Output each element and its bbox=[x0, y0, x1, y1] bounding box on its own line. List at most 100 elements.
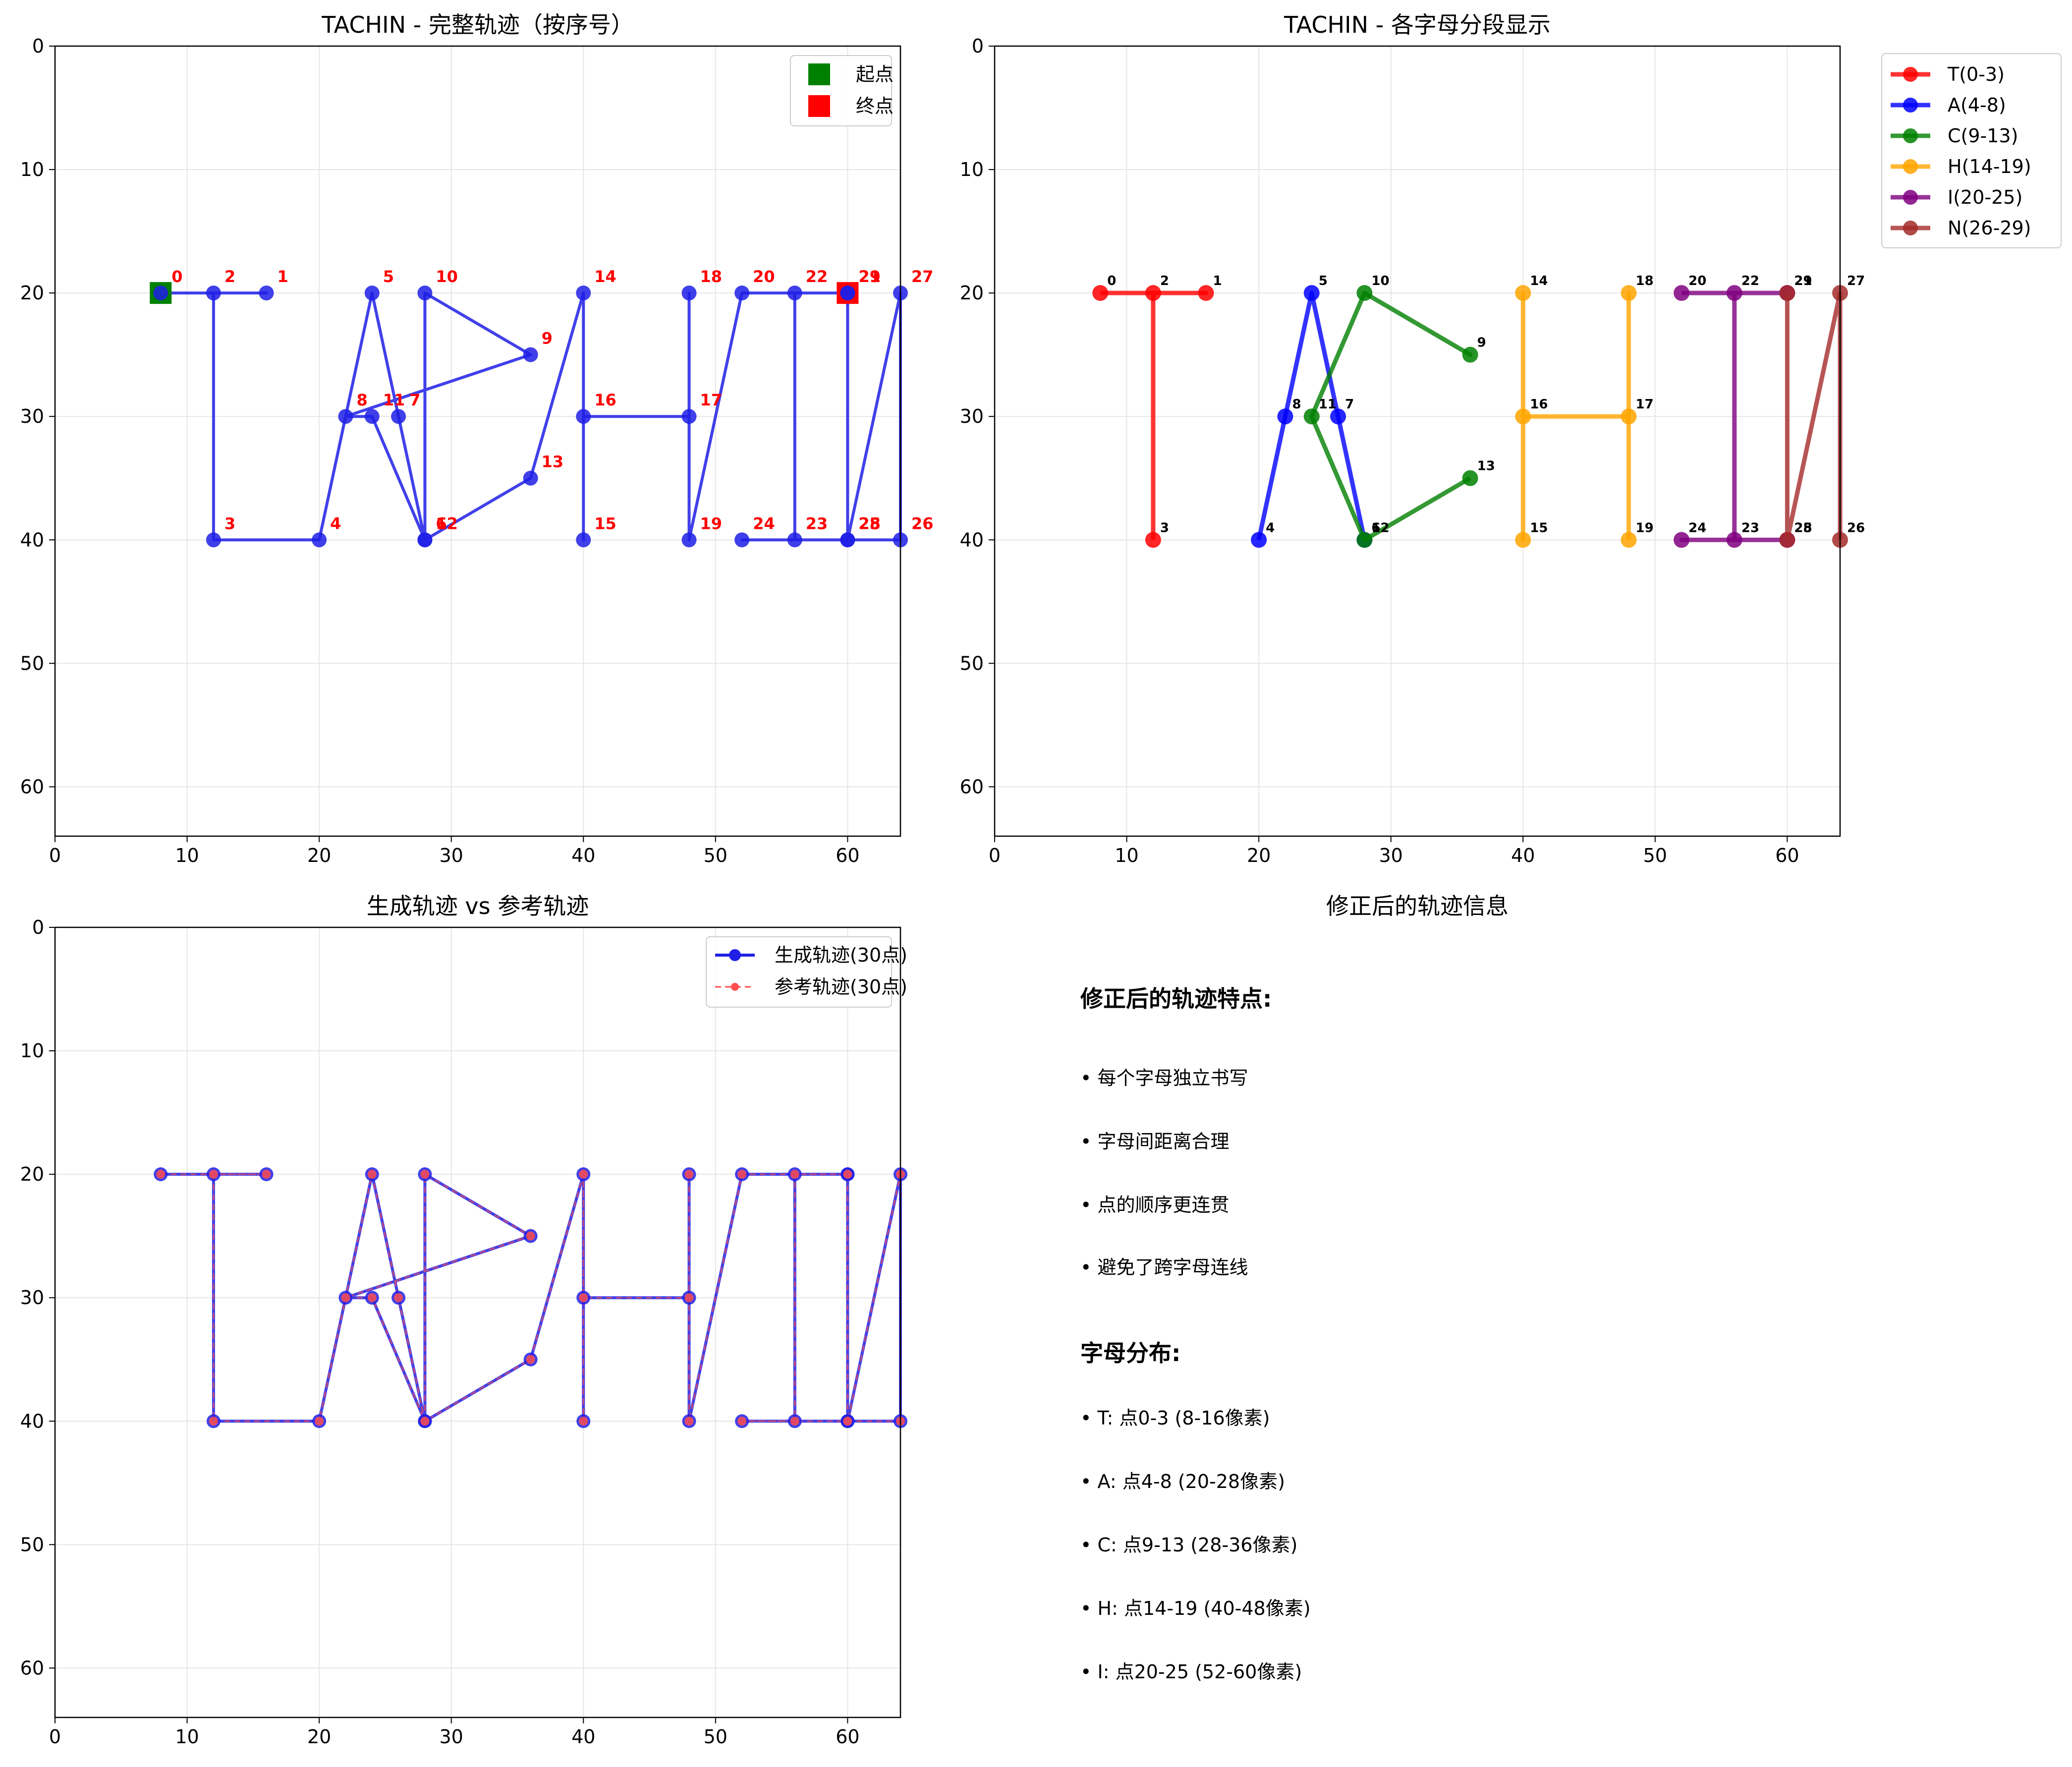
legend-marker-5 bbox=[1903, 221, 1918, 235]
segment-point-label-7: 7 bbox=[1345, 397, 1354, 412]
point-19 bbox=[681, 532, 697, 548]
y-tick-label: 40 bbox=[960, 529, 984, 551]
segment-point-10 bbox=[1356, 285, 1373, 301]
point-label-18: 18 bbox=[700, 267, 723, 286]
point-17 bbox=[681, 409, 697, 424]
segment-point-label-26: 26 bbox=[1847, 520, 1865, 535]
panel-generated-vs-reference-plot bbox=[154, 1167, 907, 1428]
y-tick-label: 0 bbox=[32, 916, 44, 938]
x-tick-label: 40 bbox=[571, 1726, 595, 1748]
panel-full-trajectory: TACHIN - 完整轨迹（按序号） 0 123 45678910111213141… bbox=[20, 11, 934, 866]
x-tick-label: 30 bbox=[440, 845, 463, 866]
y-tick-label: 40 bbox=[20, 529, 44, 551]
x-tick-label: 0 bbox=[49, 1726, 61, 1748]
point-label-9: 9 bbox=[542, 329, 553, 348]
point-16 bbox=[576, 409, 591, 424]
y-tick-label: 50 bbox=[20, 652, 44, 674]
panel-segmented-letters-legend: T(0-3) A(4-8) C(9-13) H(14-19) I(20-25) N(26-… bbox=[1881, 53, 2062, 248]
segment-point-19 bbox=[1621, 532, 1637, 548]
point-24 bbox=[734, 532, 750, 548]
reference-point-0 bbox=[156, 1170, 166, 1179]
point-0 bbox=[153, 285, 168, 301]
point-label-4: 4 bbox=[330, 514, 341, 533]
point-label-27: 27 bbox=[911, 267, 934, 286]
panel-generated-vs-reference-ticks: 0 10 20 30 40 50 60 0 10 20 30 40 50 60 bbox=[20, 916, 860, 1748]
point-23 bbox=[787, 532, 802, 548]
segment-point-label-17: 17 bbox=[1636, 397, 1654, 412]
segment-point-12 bbox=[1356, 532, 1373, 548]
y-tick-label: 10 bbox=[20, 1040, 44, 1062]
x-tick-label: 60 bbox=[836, 1726, 859, 1748]
segment-point-15 bbox=[1515, 532, 1531, 548]
point-label-21: 21 bbox=[858, 267, 881, 286]
x-tick-label: 10 bbox=[175, 1726, 199, 1748]
info-heading-distribution: 字母分布: bbox=[1080, 1340, 1180, 1367]
point-9 bbox=[523, 347, 538, 362]
point-label-22: 22 bbox=[806, 267, 828, 286]
info-distribution-A: • A: 点4-8 (20-28像素) bbox=[1080, 1471, 1285, 1492]
segment-point-5 bbox=[1303, 285, 1320, 301]
point-label-12: 12 bbox=[436, 514, 458, 533]
legend-label-5: N(26-29) bbox=[1948, 217, 2031, 239]
legend-marker-4 bbox=[1903, 190, 1918, 205]
reference-point-16 bbox=[579, 1293, 588, 1303]
point-label-0: 0 bbox=[171, 267, 182, 286]
y-tick-label: 30 bbox=[20, 405, 44, 427]
panel-full-trajectory-legend: 起点 终点 bbox=[790, 55, 894, 126]
segment-point-14 bbox=[1515, 285, 1531, 301]
point-20 bbox=[734, 285, 750, 301]
segment-point-3 bbox=[1145, 532, 1161, 548]
segment-point-16 bbox=[1515, 408, 1531, 425]
y-tick-label: 0 bbox=[972, 35, 984, 57]
reference-point-29 bbox=[843, 1170, 852, 1179]
point-label-15: 15 bbox=[594, 514, 616, 533]
legend-label-generated: 生成轨迹(30点) bbox=[775, 944, 907, 966]
segment-point-label-6: 6 bbox=[1371, 520, 1380, 535]
legend-label-1: A(4-8) bbox=[1948, 94, 2006, 116]
point-7 bbox=[391, 409, 406, 424]
reference-point-22 bbox=[790, 1170, 799, 1179]
reference-point-23 bbox=[790, 1417, 799, 1426]
point-15 bbox=[576, 532, 591, 548]
y-tick-label: 0 bbox=[32, 35, 44, 57]
panel-generated-vs-reference-legend: 生成轨迹(30点) 参考轨迹(30点) bbox=[706, 936, 907, 1008]
info-title: 修正后的轨迹信息 bbox=[1326, 893, 1509, 919]
point-label-11: 11 bbox=[383, 391, 405, 409]
panel-segmented-letters: TACHIN - 各字母分段显示 0 123 4567891011121314151… bbox=[960, 11, 2062, 866]
legend-marker-end bbox=[808, 95, 830, 117]
reference-point-24 bbox=[737, 1417, 747, 1426]
x-tick-label: 20 bbox=[1247, 845, 1271, 866]
segment-point-24 bbox=[1674, 532, 1690, 548]
panel-full-trajectory-frame bbox=[54, 45, 901, 837]
point-2 bbox=[206, 285, 221, 301]
segment-point-label-10: 10 bbox=[1371, 274, 1389, 288]
segment-point-11 bbox=[1303, 408, 1320, 425]
segment-point-label-1: 1 bbox=[1213, 274, 1222, 288]
legend-marker-start bbox=[808, 63, 830, 85]
segment-point-label-18: 18 bbox=[1636, 274, 1654, 288]
reference-point-14 bbox=[579, 1170, 588, 1179]
segment-point-label-25: 25 bbox=[1794, 520, 1812, 535]
x-tick-label: 20 bbox=[307, 1726, 331, 1748]
point-8 bbox=[338, 409, 353, 424]
info-feature-1: • 每个字母独立书写 bbox=[1080, 1067, 1248, 1089]
segment-point-label-27: 27 bbox=[1847, 274, 1865, 288]
point-14 bbox=[576, 285, 591, 301]
panel-generated-vs-reference: 生成轨迹 vs 参考轨迹 0 10 20 30 40 50 600102030405060 … bbox=[20, 893, 907, 1748]
info-feature-3: • 点的顺序更连贯 bbox=[1080, 1194, 1230, 1216]
info-distribution-T: • T: 点0-3 (8-16像素) bbox=[1080, 1407, 1270, 1429]
info-feature-4: • 避免了跨字母连线 bbox=[1080, 1256, 1248, 1278]
reference-point-13 bbox=[526, 1355, 535, 1364]
x-tick-label: 40 bbox=[1511, 845, 1535, 866]
info-distribution-H: • H: 点14-19 (40-48像素) bbox=[1080, 1597, 1311, 1619]
x-tick-label: 60 bbox=[1775, 845, 1799, 866]
y-tick-label: 10 bbox=[20, 159, 44, 180]
y-tick-label: 30 bbox=[20, 1287, 44, 1309]
point-label-19: 19 bbox=[700, 514, 723, 533]
x-tick-label: 40 bbox=[571, 845, 595, 866]
segment-point-label-22: 22 bbox=[1741, 274, 1759, 288]
